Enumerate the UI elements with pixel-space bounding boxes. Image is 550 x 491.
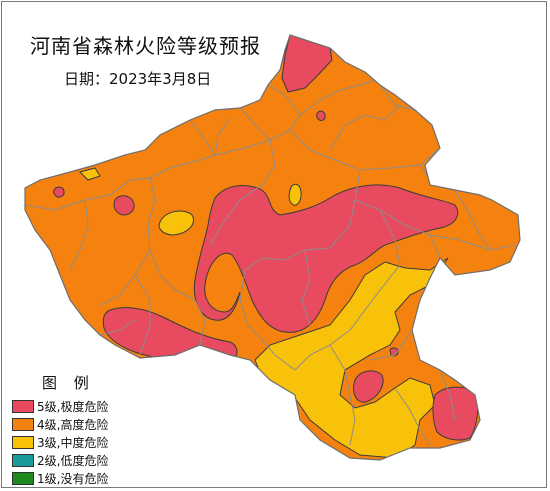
level5-zone-south-small	[353, 370, 384, 403]
legend-title: 图 例	[42, 374, 95, 392]
legend: 图 例 5级,极度危险 4级,高度危险 3级,中度危险 2级,低度危险 1级,没…	[12, 372, 108, 488]
legend-item-level5: 5级,极度危险	[12, 398, 108, 415]
legend-label-level2: 2级,低度危险	[37, 454, 109, 468]
level5-zone-southeast-corner	[432, 386, 479, 441]
legend-label-level1: 1级,没有危险	[37, 472, 109, 486]
level3-zone-northwest-small	[79, 167, 101, 181]
legend-item-level1: 1级,没有危险	[12, 470, 108, 487]
legend-swatch-level2	[12, 454, 34, 467]
map-title: 河南省森林火险等级预报	[30, 34, 261, 58]
forecast-date: 日期：2023年3月8日	[64, 70, 212, 88]
level3-zone-north-small	[288, 183, 302, 206]
legend-label-level5: 5级,极度危险	[37, 400, 109, 414]
legend-item-level4: 4级,高度危险	[12, 416, 108, 433]
legend-item-level2: 2级,低度危险	[12, 452, 108, 469]
legend-swatch-level3	[12, 436, 34, 449]
legend-swatch-level5	[12, 400, 34, 413]
level3-zone-southeast	[254, 257, 449, 459]
legend-label-level3: 3级,中度危险	[37, 436, 109, 450]
legend-label-level4: 4级,高度危险	[37, 418, 109, 432]
legend-item-level3: 3级,中度危险	[12, 434, 108, 451]
legend-swatch-level1	[12, 472, 34, 485]
province-outline	[24, 34, 521, 461]
legend-swatch-level4	[12, 418, 34, 431]
level5-zone-north-tip	[281, 35, 333, 93]
level5-zone-far-west-dot	[53, 186, 65, 198]
level5-zone-north-dot	[316, 110, 326, 121]
level3-zone-west	[158, 210, 194, 236]
level5-zone-west-dot	[113, 195, 135, 216]
level5-zone-central	[193, 184, 459, 333]
